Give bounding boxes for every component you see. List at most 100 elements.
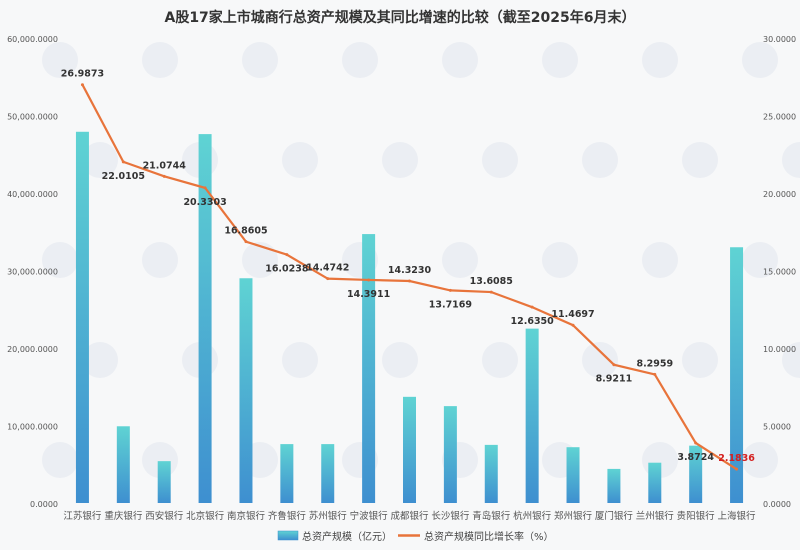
bar-兰州银行 [648, 462, 662, 503]
x-tick-label: 成都银行 [390, 510, 429, 522]
left-tick-label: 50,000.0000 [7, 113, 58, 122]
bar-成都银行 [403, 396, 416, 503]
legend: 总资产规模（亿元） 总资产规模同比增长率（%） [277, 530, 554, 543]
left-tick-label: 10,000.0000 [7, 423, 58, 432]
data-label: 13.6085 [470, 276, 513, 287]
data-label: 16.0238 [265, 264, 309, 275]
watermark-logo [242, 42, 278, 78]
watermark-logo [542, 242, 578, 278]
watermark-logo [582, 142, 618, 178]
chart-title: A股17家上市城商行总资产规模及其同比增速的比较（截至2025年6月末） [164, 9, 635, 26]
bar-西安银行 [157, 461, 171, 503]
x-tick-label: 兰州银行 [636, 510, 675, 522]
bar-苏州银行 [321, 444, 335, 503]
bar-南京银行 [239, 278, 253, 503]
data-label: 14.3230 [388, 265, 432, 276]
data-label: 8.9211 [596, 374, 633, 385]
left-tick-label: 40,000.0000 [7, 190, 58, 199]
x-tick-label: 西安银行 [145, 510, 184, 522]
x-tick-label: 苏州银行 [309, 510, 348, 522]
x-tick-label: 齐鲁银行 [268, 510, 307, 522]
x-tick-label: 重庆银行 [104, 510, 143, 522]
left-tick-label: 60,000.0000 [7, 35, 58, 44]
data-label: 12.6350 [511, 316, 555, 327]
line-point [735, 467, 739, 471]
line-point [612, 363, 616, 367]
x-tick-label: 南京银行 [227, 510, 266, 522]
line-point [121, 160, 125, 164]
data-label: 20.3303 [183, 197, 226, 208]
data-label: 14.4742 [306, 263, 349, 274]
line-point [326, 277, 330, 281]
data-label: 22.0105 [102, 171, 145, 182]
legend-line-label: 总资产规模同比增长率（%） [424, 530, 554, 543]
watermark-logo [142, 42, 178, 78]
watermark-logo [82, 342, 118, 378]
watermark-logo [742, 442, 778, 478]
line-point [408, 279, 411, 283]
right-tick-label: 15.0000 [763, 268, 796, 277]
bar-杭州银行 [525, 328, 539, 503]
watermark-logo [142, 242, 178, 278]
bar-贵阳银行 [689, 445, 703, 503]
watermark-logo [282, 142, 318, 178]
line-point [571, 323, 575, 327]
x-tick-label: 郑州银行 [554, 510, 593, 522]
line-point [162, 174, 166, 178]
watermark-logo [582, 342, 618, 378]
x-tick-label: 江苏银行 [63, 510, 102, 522]
legend-bar-label: 总资产规模（亿元） [302, 530, 392, 543]
watermark-logo [442, 42, 478, 78]
left-tick-label: 30,000.0000 [7, 268, 58, 277]
watermark-logo [42, 242, 78, 278]
line-point [694, 441, 698, 445]
data-label: 11.4697 [551, 309, 594, 320]
data-label: 21.0744 [143, 160, 187, 171]
line-point [285, 253, 289, 257]
line-point [653, 372, 657, 376]
line-point [448, 288, 452, 292]
legend-bar-swatch [277, 530, 299, 541]
watermark-logo [742, 42, 778, 78]
x-tick-label: 贵阳银行 [677, 510, 716, 522]
watermark-logo [742, 242, 778, 278]
data-label: 26.9873 [61, 69, 104, 80]
x-tick-label: 杭州银行 [513, 510, 552, 522]
bar-郑州银行 [566, 447, 580, 503]
x-tick-label: 长沙银行 [431, 510, 470, 522]
data-label: 2.1836 [718, 453, 755, 464]
bar-长沙银行 [443, 406, 457, 503]
bar-上海银行 [730, 247, 744, 503]
right-tick-label: 30.0000 [763, 35, 796, 44]
right-tick-label: 0.0000 [763, 500, 791, 509]
watermark-logo [242, 242, 278, 278]
line-point [489, 290, 493, 294]
right-tick-label: 25.0000 [763, 113, 796, 122]
line-point [203, 186, 207, 190]
bar-宁波银行 [362, 234, 376, 503]
x-tick-label: 厦门银行 [595, 510, 634, 522]
data-label: 14.3911 [347, 289, 390, 300]
watermark-logo [42, 442, 78, 478]
left-tick-label: 0.0000 [30, 500, 58, 509]
bar-厦门银行 [607, 468, 621, 503]
data-label: 3.8724 [677, 452, 714, 463]
data-label: 13.7169 [429, 299, 472, 310]
watermark-logo [482, 342, 518, 378]
line-point [80, 83, 84, 87]
line-point [244, 240, 248, 244]
x-tick-label: 上海银行 [718, 510, 757, 522]
bar-齐鲁银行 [280, 444, 294, 503]
watermark-logo [642, 42, 678, 78]
right-tick-label: 20.0000 [763, 190, 796, 199]
watermark-logo [682, 142, 718, 178]
watermark-logo [682, 342, 718, 378]
x-tick-label: 宁波银行 [350, 510, 389, 522]
left-tick-label: 20,000.0000 [7, 345, 58, 354]
x-tick-label: 青岛银行 [472, 510, 511, 522]
watermark-logo [282, 342, 318, 378]
watermark-logo [442, 242, 478, 278]
line-point [530, 305, 534, 309]
bar-重庆银行 [116, 426, 130, 503]
bar-江苏银行 [75, 131, 89, 503]
